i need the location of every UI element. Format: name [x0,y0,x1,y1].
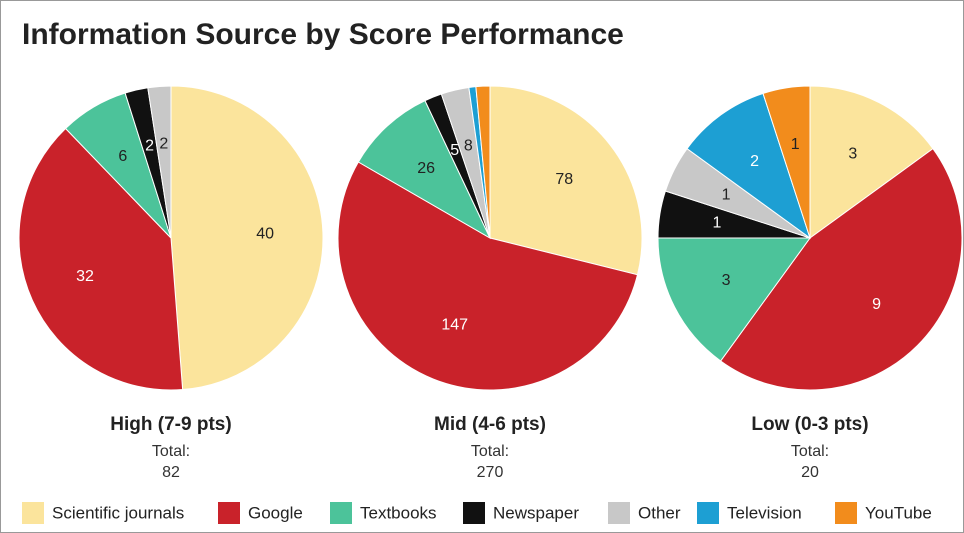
slice-label: 1 [722,186,731,203]
pie-slice [809,85,934,239]
legend-label: YouTube [865,503,932,522]
slice-label: 26 [417,160,435,177]
slice-label: 1 [712,214,721,231]
legend-swatch [463,502,485,524]
legend-swatch [330,502,352,524]
pie-slice [657,237,811,362]
chart-title: Information Source by Score Performance [22,18,624,51]
slice-label: 6 [118,148,127,165]
legend-swatch [22,502,44,524]
total-label: Total: [471,443,509,460]
slice-label: 3 [848,145,857,162]
slice-label: 40 [256,226,274,243]
legend-swatch [697,502,719,524]
pie-slice [357,99,492,240]
pie-slice [18,127,184,391]
slice-label: 1 [791,136,800,153]
pie-slice [762,85,811,239]
total-value: 20 [801,464,819,481]
total-value: 82 [162,464,180,481]
legend-label: Scientific journals [52,503,184,522]
pie-title: Mid (4-6 pts) [434,414,546,435]
pie-slice [475,85,491,239]
pie-title: Low (0-3 pts) [751,414,868,435]
slice-label: 147 [441,317,468,334]
slice-label: 5 [450,142,459,159]
pie-slice [719,147,963,391]
total-label: Total: [152,443,190,460]
slice-label: 78 [555,171,573,188]
slice-label: 2 [159,135,168,152]
total-label: Total: [791,443,829,460]
legend-swatch [218,502,240,524]
pie-slice [170,85,324,391]
pie-slice [489,85,643,276]
slice-label: 9 [872,296,881,313]
slice-label: 2 [145,137,154,154]
pie-slice [686,92,811,240]
slice-label: 8 [464,138,473,155]
legend-label: Textbooks [360,503,437,522]
legend-label: Television [727,503,802,522]
pie-title: High (7-9 pts) [110,414,231,435]
legend-label: Other [638,503,681,522]
pie-slice [147,85,172,239]
total-value: 270 [477,464,504,481]
slice-label: 3 [722,272,731,289]
legend-label: Newspaper [493,503,579,522]
legend-swatch [608,502,630,524]
legend-swatch [835,502,857,524]
pie-slice [337,161,639,391]
legend-label: Google [248,503,303,522]
slice-label: 32 [76,268,94,285]
slice-label: 2 [750,153,759,170]
